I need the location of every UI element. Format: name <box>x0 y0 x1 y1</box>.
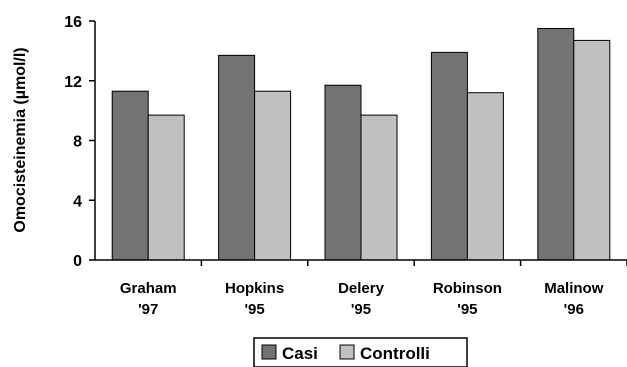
y-tick-label: 8 <box>73 134 82 151</box>
y-axis-label: Omocisteinemia (µmol/l) <box>12 47 29 232</box>
legend: Casi Controlli <box>253 337 468 367</box>
x-axis-ticks: Graham '97 Hopkins '95 Delery '95 Robinson '95 M… <box>120 260 627 318</box>
x-tick-label-line: Hopkins <box>225 280 284 297</box>
y-tick-label: 12 <box>64 74 82 91</box>
bar-casi <box>537 27 575 261</box>
x-tick-label: Hopkins '95 <box>225 280 284 318</box>
x-tick-label-line: Malinow <box>544 280 603 297</box>
bars-group <box>111 27 611 261</box>
legend-swatch-controlli <box>339 344 355 360</box>
bar-casi <box>218 54 256 261</box>
legend-label-casi: Casi <box>282 344 318 363</box>
y-tick-label: 0 <box>73 253 82 270</box>
x-tick-label-line: '97 <box>138 301 158 318</box>
bar-casi <box>324 84 362 261</box>
bar-casi <box>111 90 149 261</box>
bar-controlli <box>466 92 504 261</box>
x-tick-label-line: '95 <box>244 301 264 318</box>
legend-swatch-casi <box>261 344 277 360</box>
bar-controlli <box>573 39 611 261</box>
bar-controlli <box>254 90 292 261</box>
x-tick-label: Graham '97 <box>120 280 177 318</box>
x-tick-label: Robinson '95 <box>433 280 502 318</box>
y-tick-label: 4 <box>73 193 82 210</box>
bar-controlli <box>147 114 185 261</box>
x-tick-label: Delery '95 <box>338 280 385 318</box>
legend-label-controlli: Controlli <box>360 344 430 363</box>
y-axis-ticks: 0 4 8 12 16 <box>64 14 95 270</box>
x-tick-label-line: '95 <box>457 301 477 318</box>
x-tick-label-line: '95 <box>351 301 371 318</box>
x-tick-label: Malinow '96 <box>544 280 603 318</box>
x-tick-label-line: '96 <box>564 301 584 318</box>
bar-controlli <box>360 114 398 261</box>
bar-casi <box>430 51 468 261</box>
x-tick-label-line: Robinson <box>433 280 502 297</box>
y-tick-label: 16 <box>64 14 82 31</box>
x-tick-label-line: Graham <box>120 280 177 297</box>
legend-box <box>253 337 468 367</box>
x-tick-label-line: Delery <box>338 280 385 297</box>
